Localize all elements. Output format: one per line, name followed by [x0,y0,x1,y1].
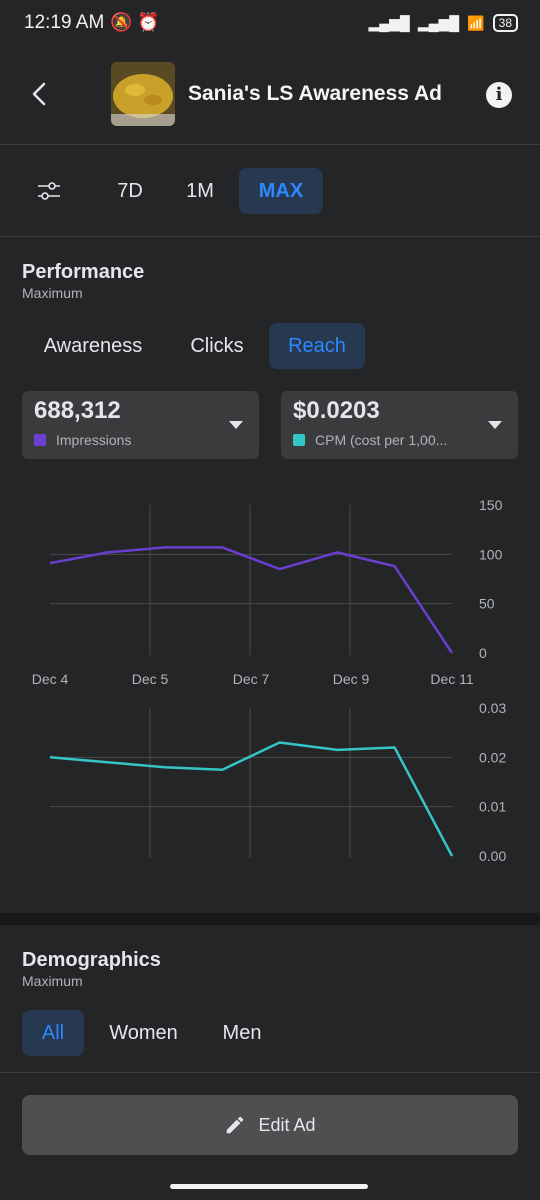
edit-ad-label: Edit Ad [258,1114,316,1135]
pencil-icon [227,1116,244,1134]
filter-sliders-icon[interactable] [36,180,62,202]
info-icon[interactable]: i [486,82,512,108]
metric-value: 688,312 [34,397,121,424]
divider [0,144,540,145]
metric-value: $0.0203 [293,397,380,424]
legend-swatch [34,434,46,446]
edit-ad-button[interactable]: Edit Ad [22,1095,518,1155]
performance-charts: 150 100 50 0 Dec 4 Dec 5 Dec 7 Dec 9 Dec 11 0.03 0… [32,497,507,864]
metric-label: CPM (cost per 1,00... [315,432,448,448]
tab-awareness[interactable]: Awareness [43,335,143,357]
mute-alarm-icons: 🔕 ⏰ [110,12,160,32]
x-tick-label: Dec 9 [333,671,370,687]
tab-clicks[interactable]: Clicks [190,335,244,357]
tab-men[interactable]: Men [222,1022,262,1044]
y-tick-label: 0 [479,645,487,661]
divider [0,236,540,237]
x-tick-label: Dec 5 [132,671,169,687]
section-separator [0,913,540,925]
demographics-title: Demographics [22,949,161,971]
wifi-icon: 📶 [467,14,485,31]
tab-women[interactable]: Women [109,1022,178,1044]
home-indicator [170,1184,368,1189]
series-line [49,741,454,857]
chevron-down-icon [229,421,243,429]
y-tick-label: 0.03 [479,700,506,716]
y-tick-label: 0.00 [479,848,506,864]
status-right: ▂▄▆█ ▂▄▆█ 📶 38 [368,14,518,32]
y-tick-label: 100 [479,546,503,562]
metric-selector-impressions[interactable]: 688,312 Impressions [22,391,259,459]
series-line [49,546,454,654]
back-arrow-icon[interactable] [26,80,54,108]
tab-all[interactable]: All [22,1010,84,1056]
x-tick-label: Dec 11 [430,671,474,687]
divider [0,1072,540,1073]
chevron-down-icon [488,421,502,429]
ad-title: Sania's LS Awareness Ad [188,82,442,105]
status-bar: 12:19 AM 🔕 ⏰ ▂▄▆█ ▂▄▆█ 📶 38 [0,0,540,48]
status-time: 12:19 AM [24,12,105,33]
signal-icon-2: ▂▄▆█ [417,14,460,31]
metric-label: Impressions [56,432,132,448]
range-7d[interactable]: 7D [117,180,143,202]
y-tick-label: 150 [479,497,503,513]
tab-reach[interactable]: Reach [269,323,365,369]
performance-title: Performance [22,261,145,283]
x-tick-label: Dec 4 [32,671,69,687]
y-tick-label: 0.01 [479,799,506,815]
performance-subtitle: Maximum [22,285,83,301]
y-tick-label: 0.02 [479,749,506,765]
battery-icon: 38 [492,14,518,32]
signal-icon: ▂▄▆█ [368,14,410,31]
range-max[interactable]: MAX [239,168,323,214]
y-tick-label: 50 [479,596,495,612]
ad-thumbnail [111,62,175,126]
legend-swatch [293,434,305,446]
x-tick-label: Dec 7 [233,671,270,687]
range-1m[interactable]: 1M [186,180,214,202]
metric-selector-cpm[interactable]: $0.0203 CPM (cost per 1,00... [281,391,518,459]
demographics-subtitle: Maximum [22,973,83,989]
